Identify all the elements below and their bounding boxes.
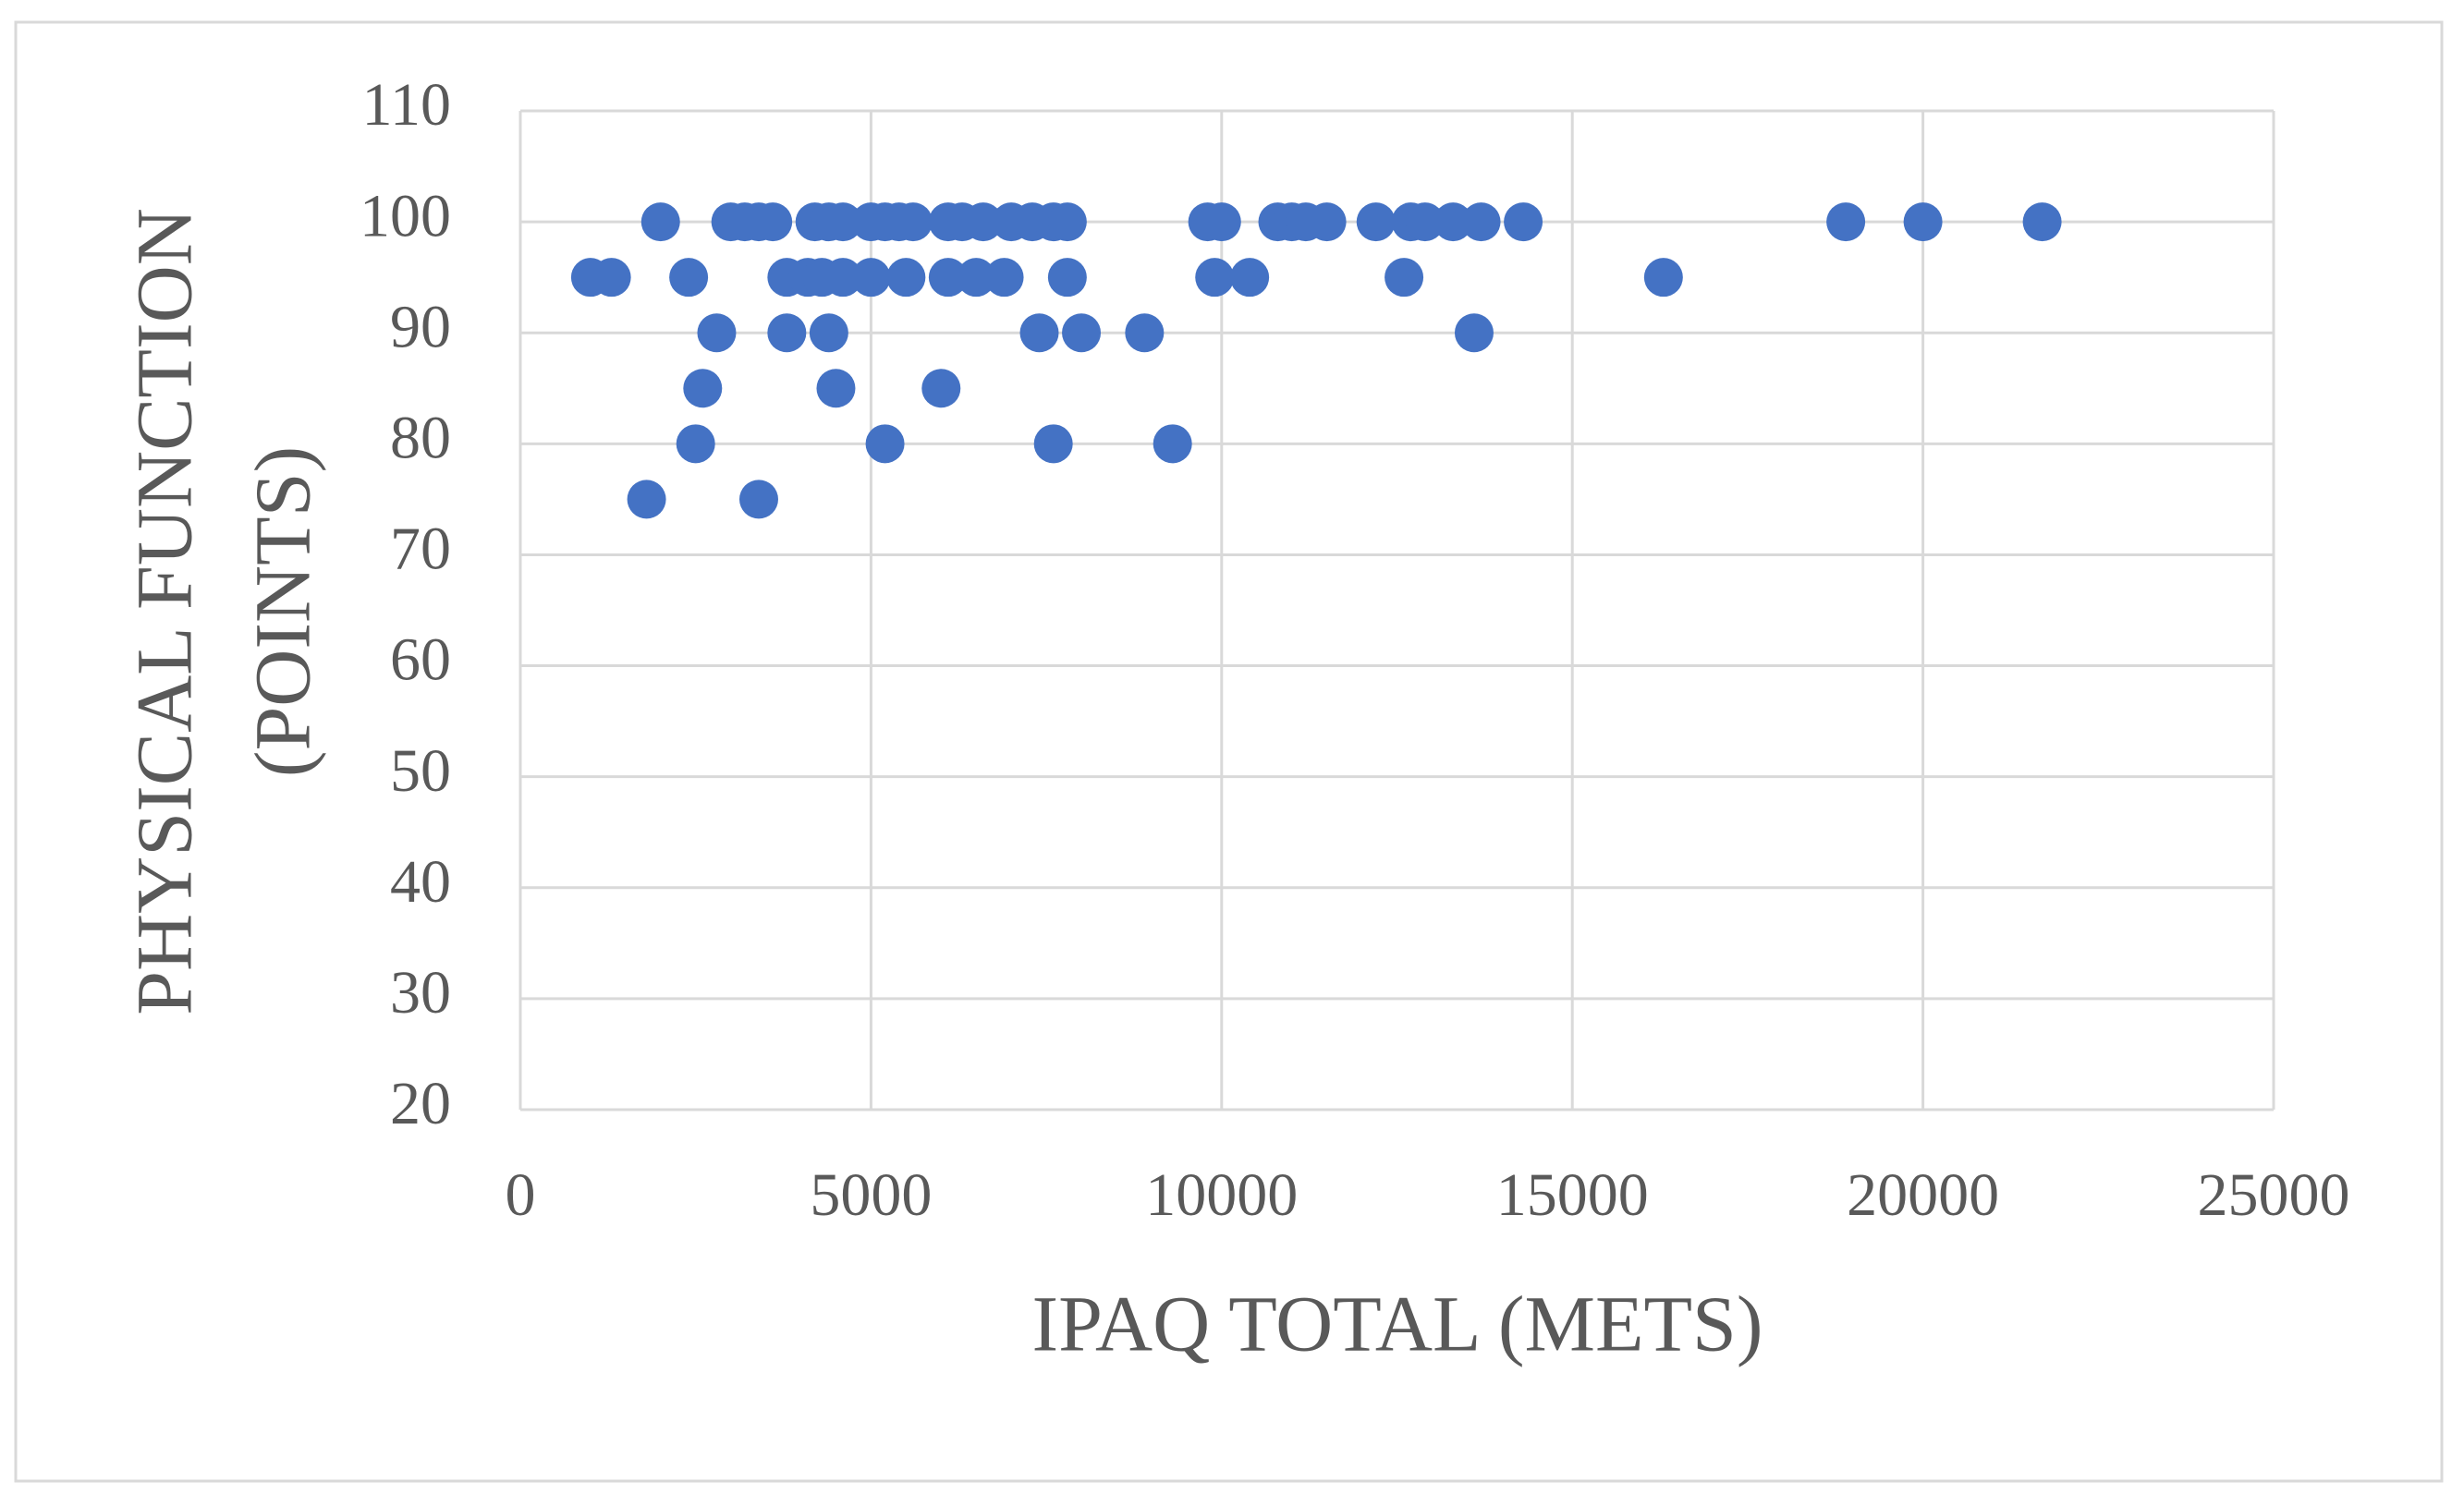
data-point (1047, 202, 1087, 242)
data-point (1504, 202, 1543, 242)
data-point (1033, 424, 1073, 464)
data-point (957, 258, 996, 298)
x-tick-label: 25000 (2198, 1161, 2350, 1229)
y-tick-label: 110 (361, 71, 451, 139)
data-point (683, 369, 723, 408)
x-tick-label: 20000 (1847, 1161, 1999, 1229)
data-point (928, 258, 968, 298)
data-point (1643, 258, 1683, 298)
x-tick-label: 15000 (1496, 1161, 1649, 1229)
y-tick-label: 90 (390, 293, 451, 360)
data-point (823, 202, 863, 242)
data-point (816, 369, 856, 408)
data-point (1125, 313, 1165, 353)
y-tick-label: 20 (390, 1070, 451, 1137)
data-point (823, 258, 863, 298)
data-point (809, 313, 848, 353)
data-point (1903, 202, 1943, 242)
data-point (984, 258, 1024, 298)
data-point (640, 202, 680, 242)
data-point (738, 480, 778, 519)
y-tick-label: 80 (390, 404, 451, 471)
data-point (1405, 202, 1445, 242)
data-point (1153, 424, 1192, 464)
data-point (1195, 258, 1235, 298)
data-point (676, 424, 715, 464)
y-tick-label: 50 (390, 737, 451, 805)
data-point (1454, 313, 1494, 353)
y-tick-label: 70 (390, 516, 451, 583)
y-tick-label: 30 (390, 959, 451, 1026)
data-point (753, 202, 793, 242)
y-tick-label: 40 (390, 848, 451, 916)
data-point (921, 369, 961, 408)
data-point (2022, 202, 2062, 242)
data-point (592, 258, 631, 298)
y-tick-label: 60 (390, 626, 451, 694)
data-point (893, 202, 933, 242)
data-point (767, 313, 807, 353)
x-tick-label: 0 (506, 1161, 536, 1229)
data-point (851, 258, 891, 298)
x-tick-label: 5000 (810, 1161, 932, 1229)
x-axis-title: IPAQ TOTAL (METS) (1031, 1280, 1763, 1368)
data-point (1230, 258, 1270, 298)
x-tick-label: 10000 (1145, 1161, 1298, 1229)
data-point (1461, 202, 1501, 242)
data-point (1047, 258, 1087, 298)
data-point (1384, 258, 1424, 298)
data-point (1356, 202, 1396, 242)
data-point (963, 202, 1003, 242)
y-axis-title: (POINTS) (238, 446, 327, 777)
data-point (1062, 313, 1102, 353)
data-point (1019, 313, 1059, 353)
data-point (1202, 202, 1241, 242)
y-axis-title: PHYSICAL FUNCTION (120, 208, 209, 1015)
data-point (669, 258, 709, 298)
data-point (1826, 202, 1866, 242)
data-point (627, 480, 666, 519)
data-point (1433, 202, 1473, 242)
data-point (886, 258, 926, 298)
data-point (697, 313, 737, 353)
data-point (1307, 202, 1347, 242)
data-point (865, 424, 905, 464)
y-tick-label: 100 (360, 182, 451, 249)
